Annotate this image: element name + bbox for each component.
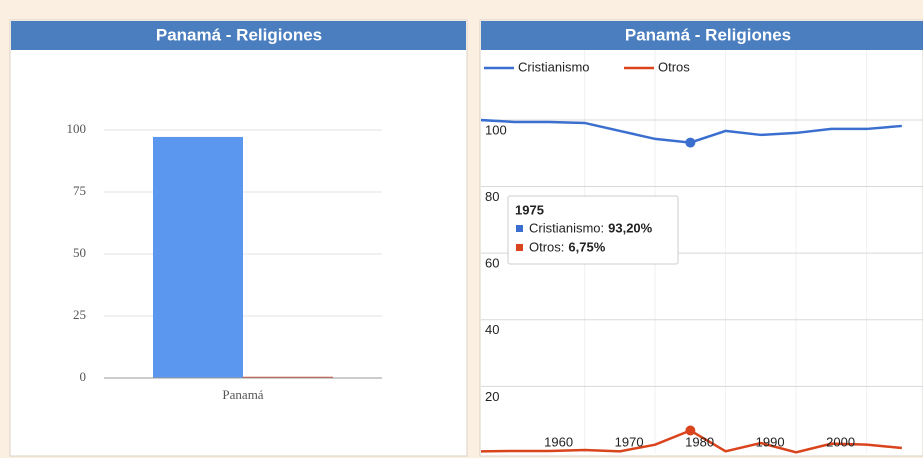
title-bar	[11, 21, 466, 50]
x-tick-label: 2000	[826, 434, 855, 449]
y-tick-label: 80	[485, 189, 499, 204]
y-tick-label: 40	[485, 322, 499, 337]
tooltip	[507, 195, 679, 265]
bar	[153, 136, 243, 378]
y-tick-label: 100	[485, 122, 507, 137]
y-tick-label: 0	[80, 369, 87, 384]
y-tick-label: 100	[67, 121, 87, 136]
legend-label: Cristianismo	[518, 59, 590, 74]
x-tick-label: 1980	[685, 434, 714, 449]
tooltip-value: 6,75%	[568, 239, 605, 254]
y-tick-label: 60	[485, 256, 499, 271]
y-tick-label: 50	[73, 245, 86, 260]
y-tick-label: 75	[73, 183, 86, 198]
chart-title: Panamá - Religiones	[156, 25, 322, 44]
x-tick-label: Panamá	[222, 387, 263, 402]
tooltip-value: 93,20%	[608, 220, 653, 235]
highlight-point	[685, 137, 696, 148]
chart-title: Panamá - Religiones	[625, 25, 791, 44]
tooltip-swatch	[516, 225, 523, 232]
highlight-point	[685, 425, 696, 436]
tooltip-swatch	[516, 244, 523, 251]
x-tick-label: 1960	[544, 434, 573, 449]
legend-label: Otros	[658, 59, 690, 74]
title-bar	[481, 21, 923, 50]
bar	[243, 376, 333, 378]
y-tick-label: 25	[73, 307, 86, 322]
x-tick-label: 1970	[615, 434, 644, 449]
x-tick-label: 1990	[756, 434, 785, 449]
tooltip-label: Cristianismo:	[529, 220, 604, 235]
y-tick-label: 20	[485, 389, 499, 404]
tooltip-title: 1975	[515, 202, 544, 217]
tooltip-label: Otros:	[529, 239, 564, 254]
